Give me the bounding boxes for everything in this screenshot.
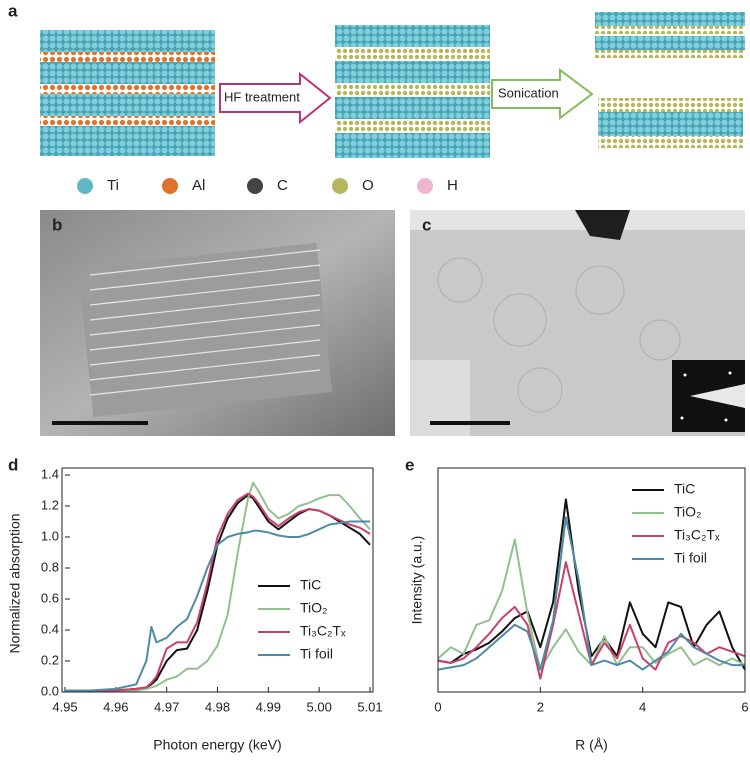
y-tick-label: 0.6 [41, 590, 59, 605]
y-tick-label: 1.4 [41, 466, 59, 481]
y-tick-label: 1.0 [41, 528, 59, 543]
atom-label: Al [192, 177, 205, 194]
atom-swatch [417, 178, 433, 194]
x-tick-label: 4.99 [256, 699, 281, 714]
x-tick-label: 4.97 [154, 699, 179, 714]
y-tick-label: 0.2 [41, 652, 59, 667]
y-tick-label: 1.2 [41, 497, 59, 512]
panel-label: e [405, 455, 414, 474]
max-phase [40, 30, 215, 156]
y-axis-label: Normalized absorption [7, 513, 23, 653]
arrow [219, 71, 332, 125]
atom-swatch [332, 178, 348, 194]
x-tick-label: 4.96 [103, 699, 128, 714]
legend-label: TiC [674, 481, 695, 497]
series-line [65, 520, 370, 692]
schematic [40, 12, 745, 158]
panel-label: d [8, 455, 18, 474]
x-tick-label: 6 [741, 699, 748, 714]
series-line [65, 481, 371, 692]
panel-label: a [8, 1, 18, 20]
y-tick-label: 0.4 [41, 621, 59, 636]
y-tick-label: 0.8 [41, 559, 59, 574]
panel-label: b [52, 215, 62, 234]
series-line [65, 492, 371, 692]
tem-image [410, 210, 745, 436]
delaminated-flakes [595, 12, 745, 148]
atom-label: C [277, 177, 288, 194]
x-tick-label: 5.01 [357, 699, 382, 714]
x-tick-label: 4.95 [52, 699, 77, 714]
x-axis-label: Photon energy (keV) [153, 737, 281, 753]
step-label: HF treatment [224, 89, 300, 104]
legend-label: Ti₃C₂Tₓ [300, 623, 346, 639]
y-axis-label: Intensity (a.u.) [409, 536, 425, 625]
step-label: Sonication [498, 85, 559, 100]
arrow [491, 68, 594, 120]
x-tick-label: 2 [537, 699, 544, 714]
atom-swatch [162, 178, 178, 194]
y-tick-label: 0.0 [41, 683, 59, 698]
atom-swatch [77, 178, 93, 194]
legend-label: TiO₂ [674, 504, 701, 520]
series-line [437, 498, 746, 671]
x-axis-label: R (Å) [575, 737, 608, 753]
x-tick-label: 5.00 [307, 699, 332, 714]
legend-label: TiC [300, 577, 321, 593]
atom-swatch [247, 178, 263, 194]
legend-label: Ti₃C₂Tₓ [674, 527, 720, 543]
plot-frame [437, 467, 746, 693]
legend-label: TiO₂ [300, 600, 327, 616]
plot-frame [61, 467, 374, 693]
atom-label: O [362, 177, 374, 194]
panel-label: c [422, 215, 431, 234]
x-tick-label: 4 [639, 699, 646, 714]
x-tick-label: 4.98 [205, 699, 230, 714]
sem-image [40, 210, 395, 436]
series-line [437, 516, 745, 671]
legend-label: Ti foil [674, 550, 707, 566]
legend-label: Ti foil [300, 646, 333, 662]
multilayer [335, 25, 490, 158]
x-tick-label: 0 [434, 699, 441, 714]
atom-label: H [447, 177, 458, 194]
atom-label: Ti [107, 177, 119, 194]
